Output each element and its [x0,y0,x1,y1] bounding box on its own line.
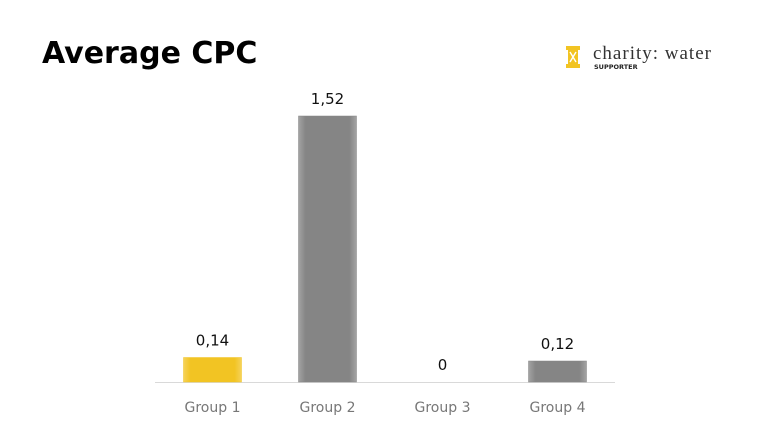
x-tick-label: Group 3 [415,400,471,416]
chart-title: Average CPC [42,36,257,71]
x-tick-label: Group 1 [185,400,241,416]
value-label: 0,14 [196,332,229,350]
x-tick-label: Group 4 [530,400,586,416]
x-tick-label: Group 2 [300,400,356,416]
logo-tagline: SUPPORTER [594,63,638,71]
bar [528,360,587,383]
logo-icon-mark [569,51,577,63]
value-label: 1,52 [311,90,344,108]
logo: charity: water SUPPORTER [566,43,712,71]
value-label: 0,12 [541,335,574,353]
bar [183,357,242,383]
logo-name: charity: water [593,43,712,64]
value-label: 0 [438,356,448,374]
bar [298,115,357,383]
